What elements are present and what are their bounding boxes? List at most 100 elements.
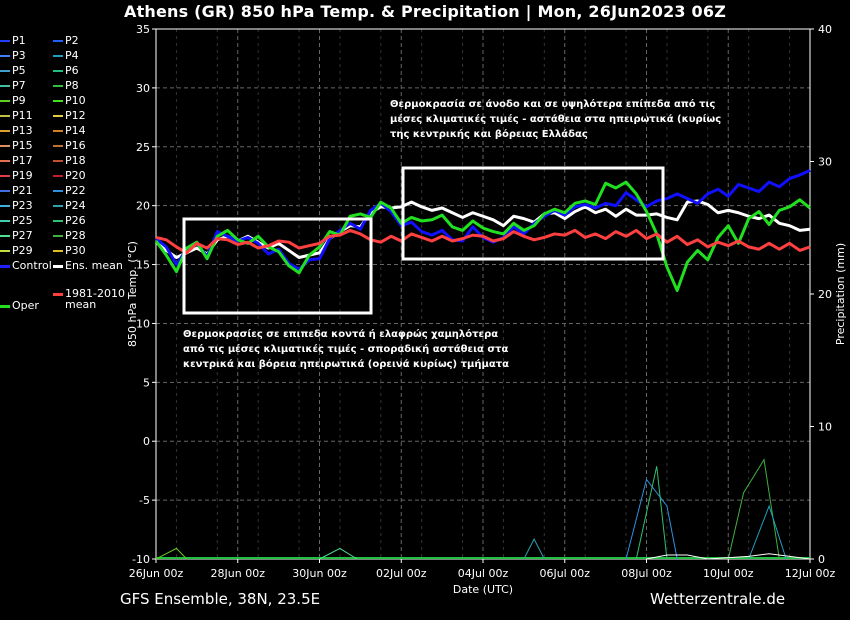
legend-swatch xyxy=(53,85,63,87)
legend-swatch xyxy=(53,70,63,72)
legend-item: P12 xyxy=(53,110,86,121)
precip-line xyxy=(155,547,188,560)
legend-swatch xyxy=(0,40,10,42)
footer-source: GFS Ensemble, 38N, 23.5E xyxy=(120,590,321,608)
legend-swatch xyxy=(53,235,63,237)
y-tick-label: -10 xyxy=(132,553,150,566)
legend-swatch xyxy=(53,220,63,222)
x-tick-label: 04Jul 00z xyxy=(458,567,509,580)
footer-site: Wetterzentrale.de xyxy=(650,590,786,608)
legend-item: P29 xyxy=(0,245,33,256)
legend-swatch xyxy=(0,250,10,252)
y-tick-label: 30 xyxy=(136,82,150,95)
legend-item: P2 xyxy=(53,35,79,46)
y-tick-label: 5 xyxy=(143,376,150,389)
legend-item: P6 xyxy=(53,65,79,76)
y-tick-label: 25 xyxy=(136,141,150,154)
legend-swatch xyxy=(53,205,63,207)
legend-label: P16 xyxy=(65,139,86,152)
annotation-low: Θερμοκρασίες σε επιπεδα κοντά ή ελαφρώς … xyxy=(183,329,509,370)
legend-item: P14 xyxy=(53,125,86,136)
legend-item: P13 xyxy=(0,125,33,136)
precip-line xyxy=(727,458,780,560)
x-tick-label: 02Jul 00z xyxy=(376,567,427,580)
legend-swatch xyxy=(0,205,10,207)
y-tick-label: 0 xyxy=(143,435,150,448)
legend-swatch xyxy=(53,100,63,102)
legend-swatch xyxy=(0,130,10,132)
legend-swatch xyxy=(0,235,10,237)
legend-label: P24 xyxy=(65,199,86,212)
legend-item: P22 xyxy=(53,185,86,196)
legend-swatch xyxy=(0,160,10,162)
legend-item: P10 xyxy=(53,95,86,106)
legend-swatch xyxy=(53,264,63,268)
series-line xyxy=(155,228,811,255)
legend-label: P21 xyxy=(12,184,33,197)
legend-item: P27 xyxy=(0,230,33,241)
legend-label: P29 xyxy=(12,244,33,257)
legend-swatch xyxy=(53,115,63,117)
legend-label: P11 xyxy=(12,109,33,122)
legend-item: P9 xyxy=(0,95,26,106)
legend-item: P17 xyxy=(0,155,33,166)
legend-swatch xyxy=(0,220,10,222)
legend-item: Oper xyxy=(0,300,39,311)
legend-label: P10 xyxy=(65,94,86,107)
legend-label: P2 xyxy=(65,34,79,47)
legend-label: P12 xyxy=(65,109,86,122)
legend-item: P3 xyxy=(0,50,26,61)
legend-swatch xyxy=(0,190,10,192)
legend-label: P13 xyxy=(12,124,33,137)
y2-tick-label: 20 xyxy=(818,288,832,301)
legend-label: P5 xyxy=(12,64,26,77)
legend-swatch xyxy=(0,70,10,72)
legend-swatch xyxy=(53,190,63,192)
legend-swatch xyxy=(0,115,10,117)
legend-swatch xyxy=(0,55,10,57)
legend-swatch xyxy=(0,145,10,147)
y-tick-label: 10 xyxy=(136,317,150,330)
legend-item: P23 xyxy=(0,200,33,211)
legend-item: P16 xyxy=(53,140,86,151)
y-axis-label: 850 hPa Temp. (°C) xyxy=(126,241,139,347)
legend-swatch xyxy=(53,175,63,177)
y2-tick-label: 30 xyxy=(818,156,832,169)
legend-label: P1 xyxy=(12,34,26,47)
legend-label: P30 xyxy=(65,244,86,257)
legend-item: 1981-2010 mean xyxy=(53,288,125,310)
legend-label: P4 xyxy=(65,49,79,62)
precip-line xyxy=(319,547,358,560)
y-tick-label: -5 xyxy=(139,494,150,507)
legend-swatch xyxy=(53,40,63,42)
legend-label: P23 xyxy=(12,199,33,212)
legend-item: P1 xyxy=(0,35,26,46)
legend-label: P28 xyxy=(65,229,86,242)
legend-label: P17 xyxy=(12,154,33,167)
legend-item: P7 xyxy=(0,80,26,91)
legend-label: P22 xyxy=(65,184,86,197)
legend-label: P14 xyxy=(65,124,86,137)
legend-item: P8 xyxy=(53,80,79,91)
x-tick-label: 28Jun 00z xyxy=(211,567,266,580)
legend-swatch xyxy=(0,85,10,87)
y2-tick-label: 0 xyxy=(818,553,825,566)
legend-swatch xyxy=(53,160,63,162)
precip-line xyxy=(748,504,787,560)
legend-item: P4 xyxy=(53,50,79,61)
x-tick-label: 08Jul 00z xyxy=(621,567,672,580)
x-axis-label: Date (UTC) xyxy=(453,583,513,596)
legend-label: P6 xyxy=(65,64,79,77)
legend-item: P5 xyxy=(0,65,26,76)
y-tick-label: 15 xyxy=(136,259,150,272)
legend-swatch xyxy=(53,130,63,132)
x-tick-label: 06Jul 00z xyxy=(539,567,590,580)
legend-label: P18 xyxy=(65,154,86,167)
legend-swatch xyxy=(53,55,63,57)
legend-label: 1981-2010 mean xyxy=(65,287,125,311)
legend-label: P3 xyxy=(12,49,26,62)
legend-item: P21 xyxy=(0,185,33,196)
highlight-box-low xyxy=(182,217,373,315)
legend-label: P20 xyxy=(65,169,86,182)
precip-line xyxy=(523,538,545,560)
